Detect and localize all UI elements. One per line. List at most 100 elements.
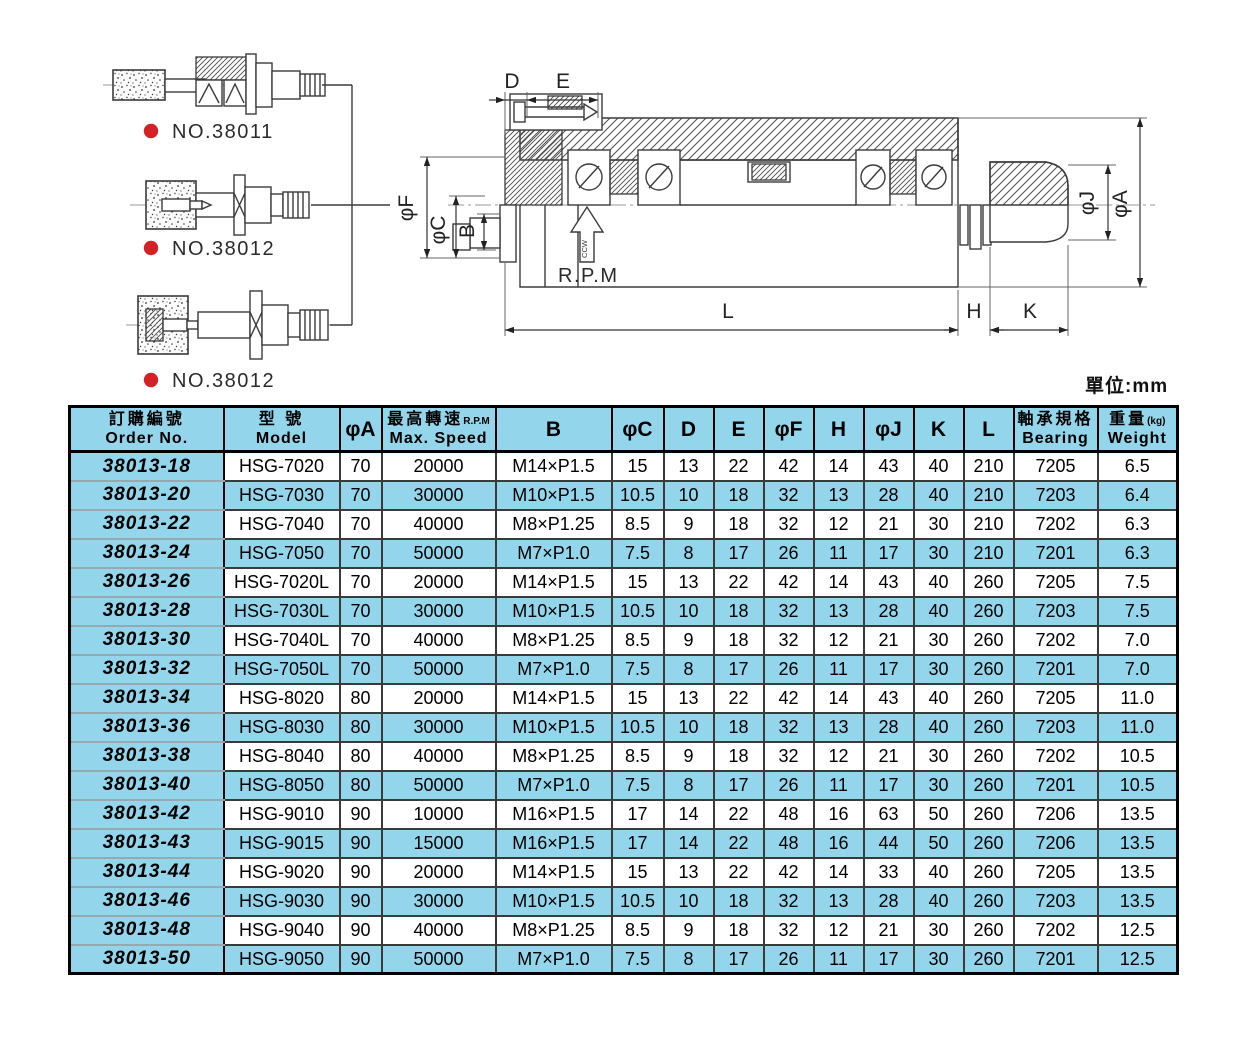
spec-cell: 30000 [380,711,497,743]
spec-cell: 8.5 [610,740,665,772]
spec-cell: 17 [610,798,665,830]
spec-cell: 9 [662,740,715,772]
spec-cell: HSG-9015 [222,827,341,859]
spec-cell: 63 [862,798,915,830]
spec-cell: 7202 [1012,914,1099,946]
spec-cell: 14 [662,798,715,830]
dim-label-k: K [1023,300,1037,323]
spec-cell: 17 [862,537,915,569]
spec-cell: 7205 [1012,450,1099,482]
spec-cell: 10 [662,479,715,511]
spec-cell: 260 [962,856,1015,888]
spec-cell: 32 [762,479,815,511]
dim-label-e: E [556,70,570,93]
spec-cell: 40000 [380,914,497,946]
spec-cell: 11.0 [1096,711,1179,743]
spec-cell: HSG-7040 [222,508,341,540]
spec-cell: 22 [712,566,765,598]
spec-cell: 13 [662,856,715,888]
spec-cell: 10.5 [610,885,665,917]
spec-cell: 80 [338,682,383,714]
spec-cell: 7201 [1012,537,1099,569]
spec-cell: 8 [662,537,715,569]
spec-cell: 50000 [380,943,497,975]
spec-cell: 8 [662,653,715,685]
spec-cell: 20000 [380,682,497,714]
column-header: H [812,405,865,454]
spec-cell: 8.5 [610,508,665,540]
spec-cell: 90 [338,885,383,917]
figure-no38012-a: NO.38012 [130,174,330,260]
spec-cell: 12.5 [1096,943,1179,975]
spec-cell: 7201 [1012,943,1099,975]
order-no-cell: 38013-34 [68,682,225,714]
rpm-label: R.P.M [558,265,618,287]
column-header: D [662,405,715,454]
spec-cell: 32 [762,740,815,772]
order-no-cell: 38013-32 [68,653,225,685]
spec-cell: 14 [812,566,865,598]
spec-cell: 10000 [380,798,497,830]
order-no-cell: 38013-28 [68,595,225,627]
spec-cell: 7206 [1012,827,1099,859]
spec-cell: 13 [812,479,865,511]
spec-cell: 40 [912,450,965,482]
spec-cell: 70 [338,566,383,598]
spec-cell: 26 [762,769,815,801]
spec-cell: 70 [338,653,383,685]
spec-cell: 48 [762,827,815,859]
spec-cell: 18 [712,711,765,743]
spec-cell: 7.5 [610,769,665,801]
spec-cell: 26 [762,653,815,685]
figure-no38012-b: NO.38012 [126,290,340,392]
table-row: 38013-30 HSG-7040L 70 40000 M8×P1.25 8.5 9 18 32… [68,624,1179,656]
column-header: 訂購編號 Order No. [68,405,225,454]
spec-cell: 7.5 [610,943,665,975]
spec-cell: 12 [812,914,865,946]
spec-cell: 11 [812,943,865,975]
spec-cell: 210 [962,508,1015,540]
spec-cell: M7×P1.0 [494,769,613,801]
column-header: 重量(kg) Weight [1096,405,1179,454]
spec-cell: 40 [912,711,965,743]
spec-cell: 10 [662,711,715,743]
spec-cell: 260 [962,769,1015,801]
dim-label-phi-f: φF [395,195,418,221]
table-row: 38013-32 HSG-7050L 70 50000 M7×P1.0 7.5 8 17 26 1… [68,653,1179,685]
spec-cell: 15 [610,682,665,714]
spec-cell: 260 [962,595,1015,627]
spec-cell: HSG-8040 [222,740,341,772]
spec-cell: HSG-9010 [222,798,341,830]
spec-cell: 14 [812,682,865,714]
spec-cell: 15 [610,566,665,598]
spec-cell: M8×P1.25 [494,740,613,772]
spec-cell: 22 [712,798,765,830]
spec-cell: M16×P1.5 [494,798,613,830]
spec-cell: 50000 [380,769,497,801]
spec-cell: M10×P1.5 [494,885,613,917]
table-row: 38013-34 HSG-8020 80 20000 M14×P1.5 15 13 22 42 1… [68,682,1179,714]
spec-cell: 30 [912,537,965,569]
spec-cell: 30 [912,508,965,540]
spec-cell: 15 [610,856,665,888]
spec-cell: 260 [962,653,1015,685]
spec-cell: 13.5 [1096,885,1179,917]
spec-cell: 15000 [380,827,497,859]
dim-label-b: B [456,224,479,238]
order-no-cell: 38013-50 [68,943,225,975]
column-header: φC [610,405,665,454]
spec-cell: 7203 [1012,595,1099,627]
spec-cell: 260 [962,711,1015,743]
spec-cell: 70 [338,508,383,540]
dim-label-l: L [722,300,734,323]
spec-cell: 30 [912,624,965,656]
spec-cell: 14 [662,827,715,859]
column-header: K [912,405,965,454]
spec-cell: 42 [762,856,815,888]
spec-cell: 7205 [1012,566,1099,598]
spec-cell: 50000 [380,537,497,569]
spec-cell: 7.5 [610,653,665,685]
spec-cell: 32 [762,595,815,627]
spec-cell: 7.0 [1096,653,1179,685]
